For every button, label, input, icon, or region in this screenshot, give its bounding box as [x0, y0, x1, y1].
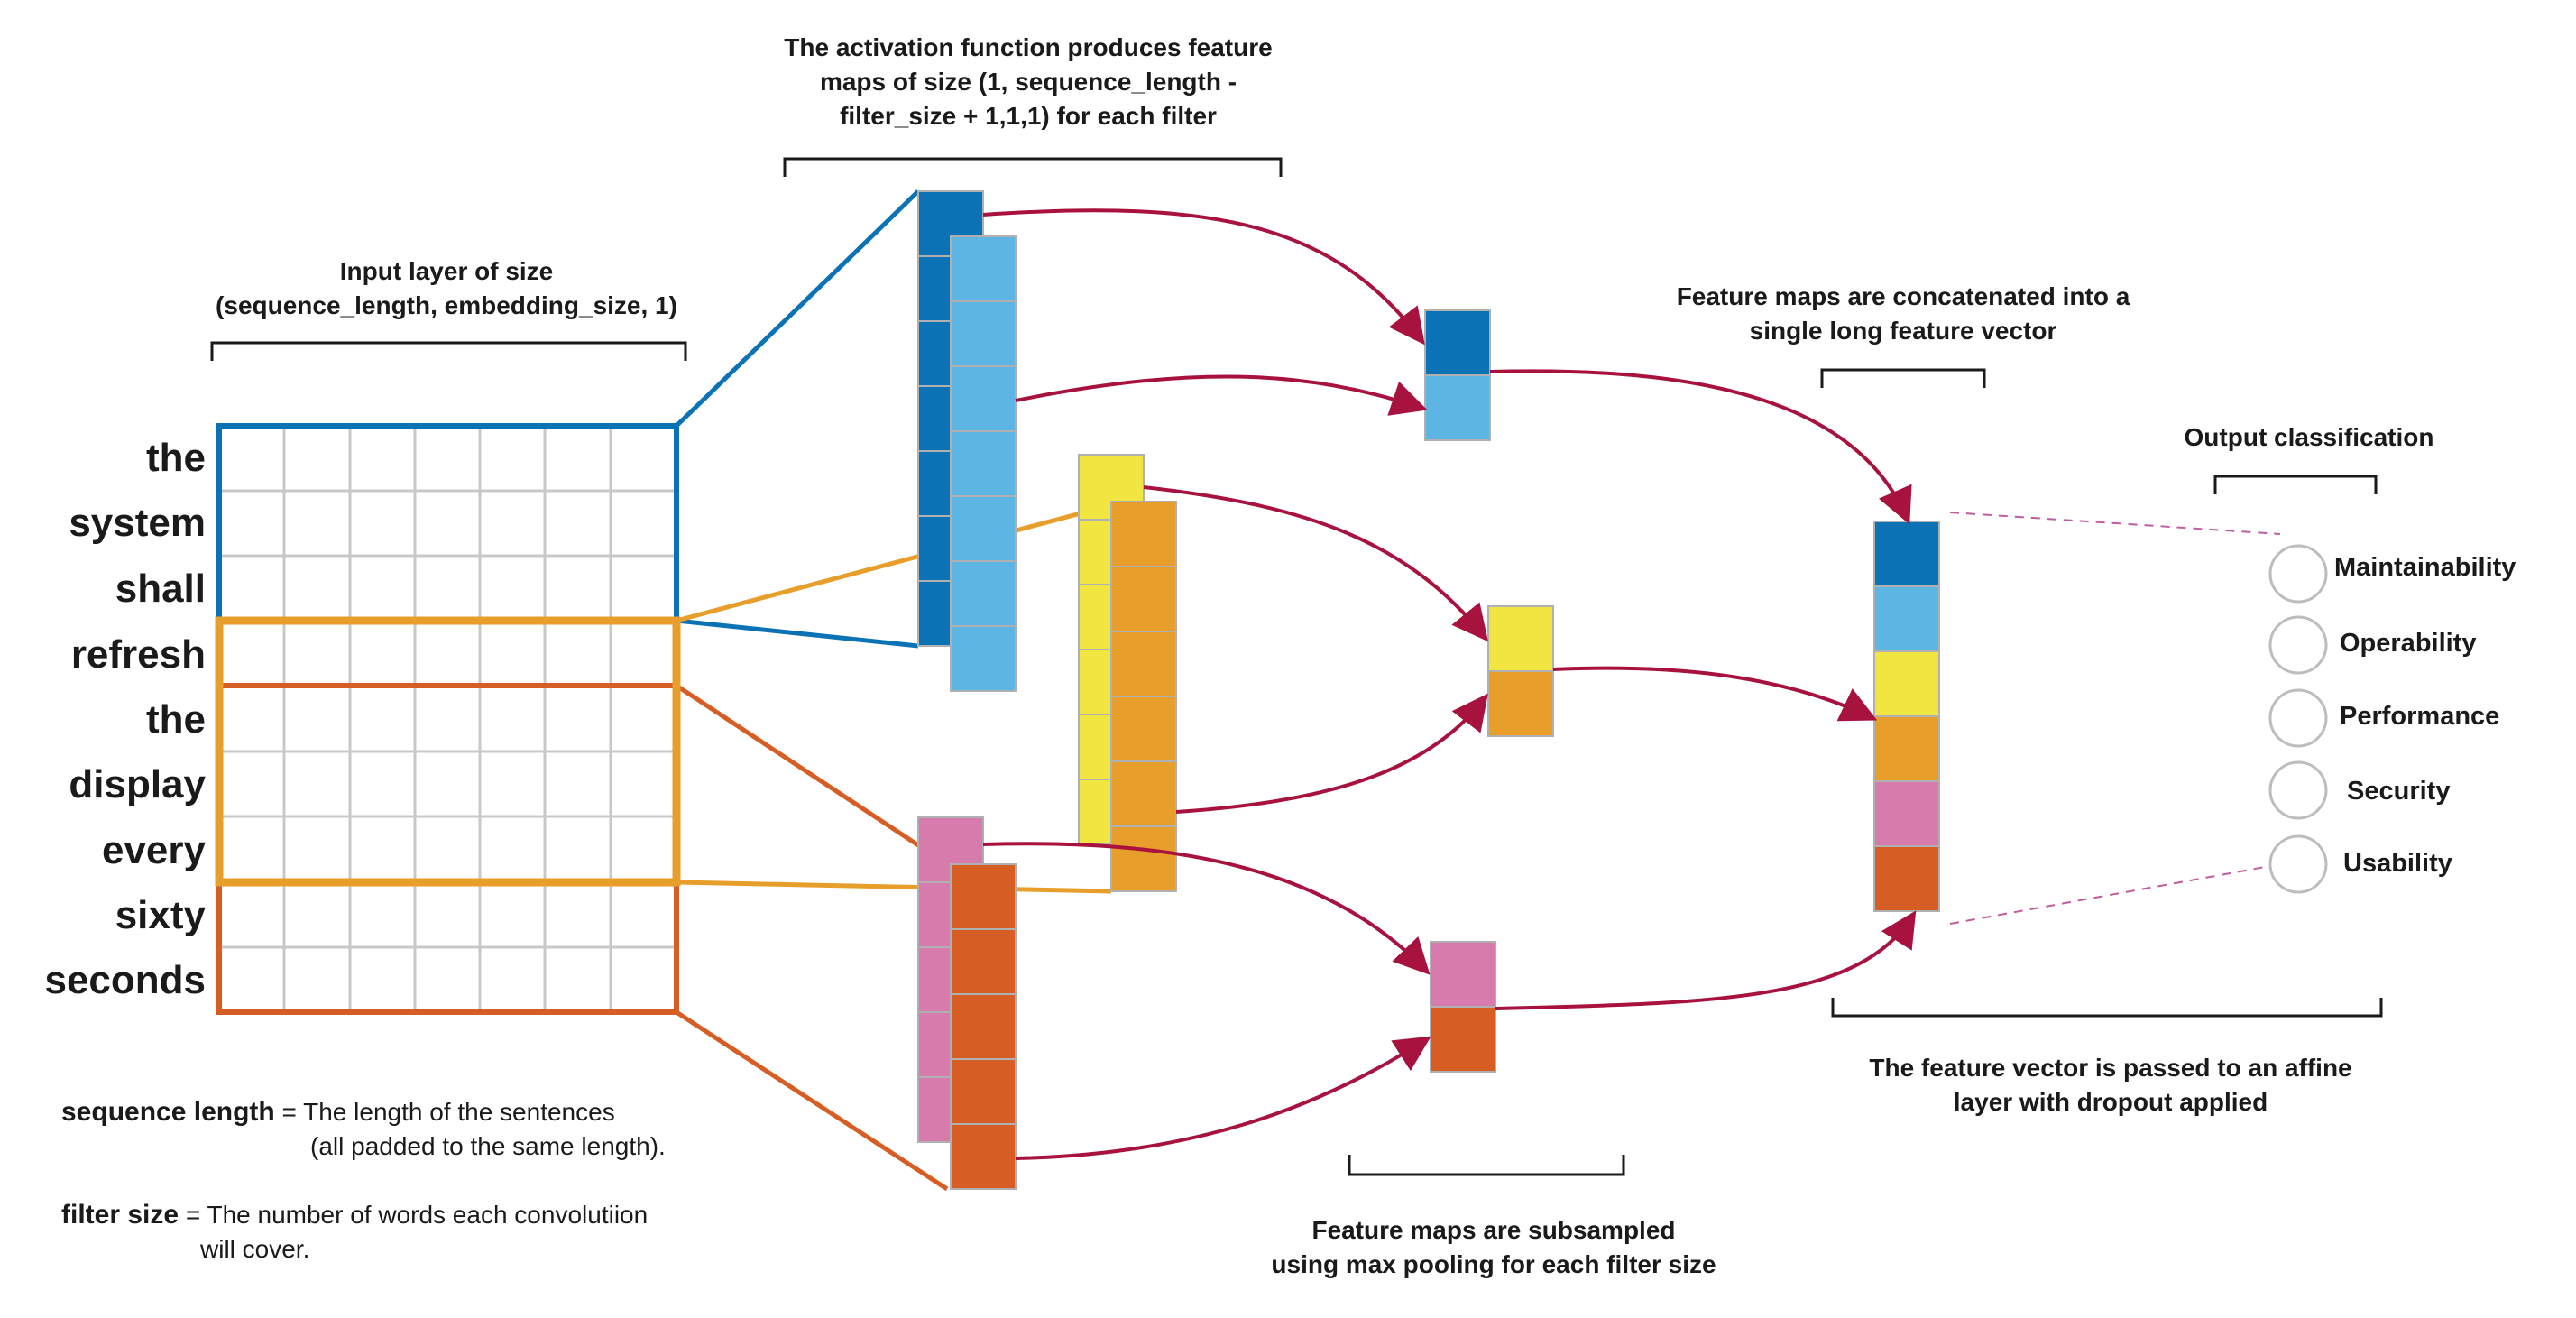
arrow-pooled-yellow-to-vector	[1552, 666, 1878, 722]
output-class-label: Maintainability	[2334, 553, 2516, 582]
pooled-yellow-orange	[1487, 605, 1554, 737]
input-bracket	[210, 341, 687, 361]
output-node-circle	[2268, 760, 2328, 820]
arrow-lightblue-to-pool	[1015, 374, 1428, 416]
word-label: the	[146, 697, 206, 742]
projection-lines	[675, 189, 1112, 1192]
word-label: sixty	[115, 893, 207, 937]
feature-map-red-orange	[950, 863, 1017, 1190]
activation-bracket	[783, 157, 1283, 177]
feature-map-light-blue	[950, 235, 1017, 692]
word-labels: the system shall refresh the display eve…	[44, 436, 206, 1002]
arrow-yellow-to-pool	[1143, 485, 1489, 642]
output-node-circle	[2268, 688, 2328, 748]
output-class-label: Performance	[2340, 702, 2499, 731]
input-caption: Input layer of size (sequence_length, em…	[216, 257, 677, 319]
arrow-pink-to-pool	[982, 842, 1431, 975]
flow-arrows	[982, 208, 1917, 1160]
blue-projection-top	[675, 189, 920, 428]
output-classes: Maintainability Operability Performance …	[2268, 544, 2516, 894]
blue-filter-window	[216, 423, 679, 623]
concat-caption-line-1: Feature maps are concatenated into a	[1677, 282, 2130, 310]
affine-bracket	[1831, 998, 2383, 1018]
activation-caption-line-2: maps of size (1, sequence_length -	[820, 68, 1237, 96]
filter-size-definition: filter size = The number of words each c…	[61, 1200, 648, 1230]
word-label: every	[102, 828, 207, 872]
dropout-dashed-lines	[1949, 512, 2281, 925]
redorange-projection-top	[675, 683, 949, 867]
word-label: refresh	[71, 632, 206, 677]
output-class-label: Usability	[2343, 849, 2452, 878]
sequence-length-def-line-2: (all padded to the same length).	[310, 1132, 666, 1160]
arrow-pooled-pink-to-vector	[1495, 910, 1917, 1010]
input-caption-line-2: (sequence_length, embedding_size, 1)	[216, 291, 677, 319]
arrow-redorange-to-pool	[1015, 1036, 1431, 1160]
definitions-legend: sequence length = The length of the sent…	[61, 1097, 666, 1263]
input-grid-lines	[219, 426, 676, 1012]
arrow-blue-to-pool	[982, 208, 1425, 346]
sequence-length-term: sequence length	[61, 1097, 275, 1127]
orange-projection-top	[676, 502, 1112, 623]
orange-filter-window	[215, 616, 681, 887]
arrow-orange-to-pool	[1175, 693, 1488, 814]
sequence-length-def-line-1: = The length of the sentences	[275, 1098, 615, 1126]
word-label: shall	[115, 567, 206, 611]
word-label: the	[146, 436, 206, 480]
pooled-pink-redorange	[1430, 941, 1496, 1073]
output-node-circle	[2268, 834, 2328, 894]
pooling-caption: Feature maps are subsampled using max po…	[1271, 1216, 1716, 1278]
concat-caption: Feature maps are concatenated into a sin…	[1677, 282, 2130, 345]
word-label: seconds	[44, 958, 206, 1002]
filter-size-term: filter size	[61, 1200, 179, 1230]
redorange-filter-window	[216, 683, 679, 1015]
output-caption: Output classification	[2185, 423, 2434, 451]
activation-caption-line-1: The activation function produces feature	[784, 33, 1272, 61]
filter-size-def-line-1: = The number of words each convolutiion	[179, 1201, 648, 1229]
concatenated-feature-vector	[1873, 521, 1940, 912]
output-node-circle	[2268, 615, 2328, 675]
redorange-projection-bottom	[675, 1009, 949, 1192]
activation-caption-line-3: filter_size + 1,1,1) for each filter	[840, 102, 1217, 130]
pooled-blue	[1424, 309, 1491, 441]
word-label: system	[69, 501, 206, 545]
pooling-bracket	[1348, 1155, 1625, 1176]
affine-caption-line-1: The feature vector is passed to an affin…	[1869, 1054, 2351, 1082]
output-node-circle	[2268, 544, 2328, 604]
activation-caption: The activation function produces feature…	[784, 33, 1272, 130]
blue-projection-bottom	[676, 618, 919, 649]
sequence-length-definition: sequence length = The length of the sent…	[61, 1097, 615, 1127]
orange-projection-bottom	[676, 880, 1112, 894]
concat-caption-line-2: single long feature vector	[1750, 317, 2057, 345]
concat-bracket	[1820, 368, 1986, 388]
word-label: display	[69, 762, 206, 806]
output-bracket	[2213, 475, 2378, 494]
output-class-label: Operability	[2340, 629, 2477, 658]
input-grid	[215, 423, 681, 1015]
output-class-label: Security	[2347, 777, 2450, 806]
pooling-caption-line-1: Feature maps are subsampled	[1311, 1216, 1675, 1244]
filter-size-def-line-2: will cover.	[199, 1235, 309, 1263]
input-caption-line-1: Input layer of size	[340, 257, 554, 285]
affine-caption: The feature vector is passed to an affin…	[1869, 1054, 2351, 1116]
pooling-caption-line-2: using max pooling for each filter size	[1271, 1250, 1716, 1278]
feature-map-orange	[1110, 501, 1177, 892]
arrow-pooled-blue-to-vector	[1489, 369, 1912, 525]
affine-caption-line-2: layer with dropout applied	[1954, 1088, 2268, 1116]
